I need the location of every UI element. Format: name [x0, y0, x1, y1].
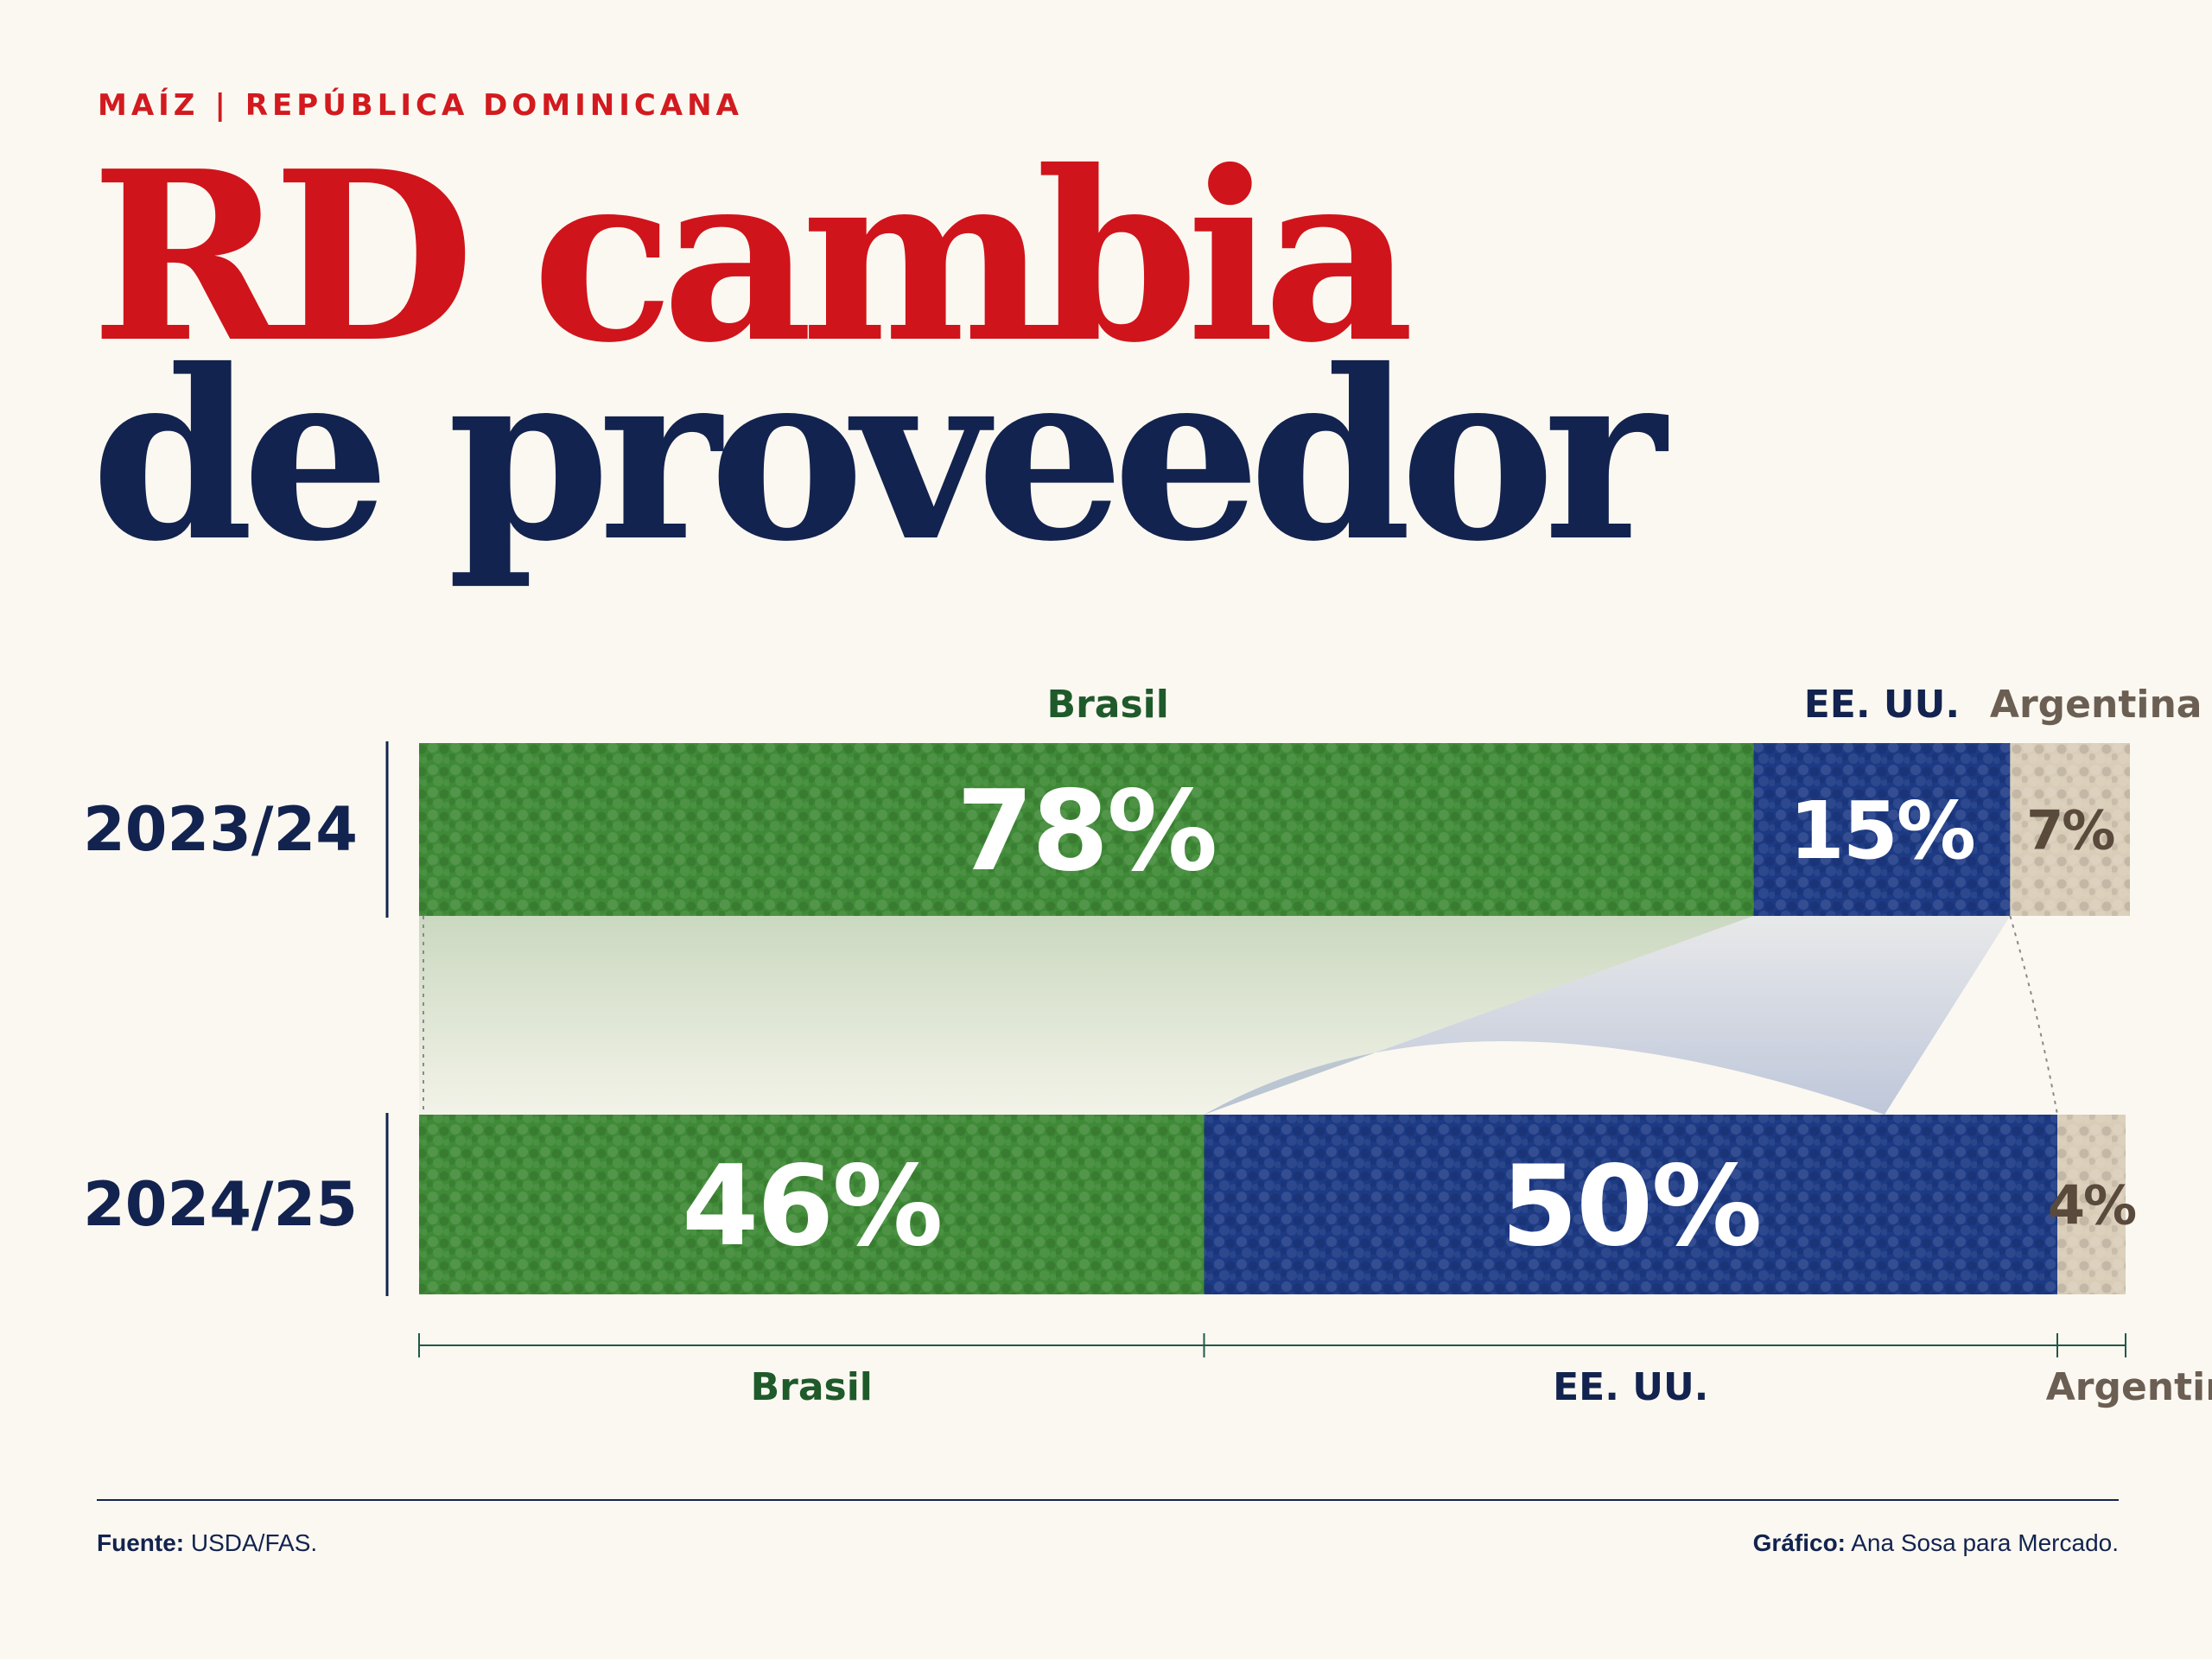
flow-eeuu	[1204, 916, 2011, 1115]
bar-texture	[2010, 743, 2130, 916]
footer-credit: Gráfico: Ana Sosa para Mercado.	[1753, 1529, 2119, 1557]
year-label-2024-25: 2024/25	[83, 1169, 358, 1240]
flow-brasil	[419, 916, 1754, 1115]
value-label-ee-uu-2023-24: 15%	[1789, 785, 1974, 877]
series-label-top-ee-uu: EE. UU.	[1804, 683, 1960, 727]
footer-rule	[97, 1499, 2119, 1501]
credit-text: Ana Sosa para Mercado.	[1846, 1529, 2119, 1556]
value-label-ee-uu-2024-25: 50%	[1501, 1142, 1760, 1271]
footer-source: Fuente: USDA/FAS.	[97, 1529, 317, 1557]
series-label-bottom-argentina: Argentina	[2046, 1365, 2212, 1409]
bar-texture	[419, 743, 1754, 916]
bar-texture	[1204, 1115, 2057, 1294]
value-label-brasil-2023-24: 78%	[957, 767, 1216, 896]
series-label-top-brasil: Brasil	[1047, 683, 1169, 727]
kicker: MAÍZ | REPÚBLICA DOMINICANA	[98, 88, 743, 123]
kicker-separator: |	[214, 88, 230, 123]
year-label-2023-24: 2023/24	[83, 794, 358, 865]
credit-label: Gráfico:	[1752, 1529, 1847, 1556]
series-label-top-argentina: Argentina	[1990, 683, 2202, 727]
bar-texture	[1753, 743, 2011, 916]
bar-texture	[2057, 1115, 2126, 1294]
kicker-topic: MAÍZ	[98, 88, 200, 123]
flow-guide-right	[2009, 915, 2058, 1116]
title-line-1: RD cambia	[91, 119, 1414, 394]
value-label-argentina-2024-25: 4%	[2048, 1173, 2136, 1236]
value-label-argentina-2023-24: 7%	[2026, 798, 2114, 861]
kicker-country: REPÚBLICA DOMINICANA	[245, 88, 743, 123]
series-label-bottom-ee-uu: EE. UU.	[1553, 1365, 1708, 1409]
bar-texture	[419, 1115, 1205, 1294]
title-line-2: de proveedor	[91, 318, 1666, 593]
source-text: USDA/FAS.	[184, 1529, 318, 1556]
series-label-bottom-brasil: Brasil	[751, 1365, 873, 1409]
value-label-brasil-2024-25: 46%	[682, 1142, 941, 1271]
source-label: Fuente:	[97, 1529, 185, 1556]
